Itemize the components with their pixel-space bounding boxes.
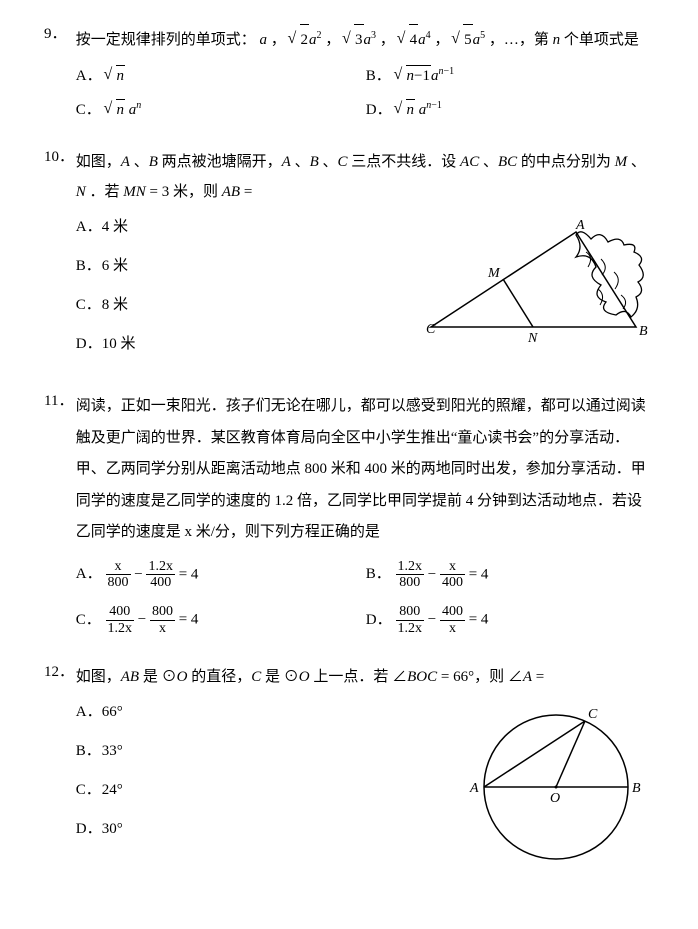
q9-opt-B: B． n−1an−1 (366, 65, 656, 87)
q12-row: A．66° B．33° C．24° D．30° A B C O (76, 702, 656, 867)
q9-stem-pre: 按一定规律排列的单项式： (76, 32, 256, 48)
q11-stem: 阅读，正如一束阳光．孩子们无论在哪儿，都可以感受到阳光的照耀，都可以通过阅读触及… (76, 391, 656, 549)
q11-D-lden: 1.2x (396, 621, 425, 636)
q11-D-rhs: = 4 (469, 612, 489, 628)
q12-opt-C-text: 24° (102, 782, 123, 798)
q9-number: 9． (44, 24, 72, 45)
q10-opt-D: D．10 米 (76, 334, 136, 355)
q10-opt-C: C．8 米 (76, 295, 136, 316)
q11-C-lnum: 400 (106, 604, 135, 620)
q11-body: 阅读，正如一束阳光．孩子们无论在哪儿，都可以感受到阳光的照耀，都可以通过阅读触及… (76, 391, 656, 644)
q11-opt-D: D． 8001.2x − 400x = 4 (366, 604, 656, 636)
q11-opt-A: A． x800 − 1.2x400 = 4 (76, 559, 366, 591)
q12-opt-C: C．24° (76, 780, 123, 801)
q11-C-rnum: 800 (150, 604, 175, 620)
question-11: 11． 阅读，正如一束阳光．孩子们无论在哪儿，都可以感受到阳光的照耀，都可以通过… (44, 391, 658, 644)
q11-D-lnum: 800 (396, 604, 425, 620)
svg-text:B: B (639, 324, 648, 339)
q9-opt-A: A． n (76, 65, 366, 87)
q12-opt-D-text: 30° (102, 821, 123, 837)
q9-body: 按一定规律排列的单项式： a ， 2a2 ， 3a3 ， 4a4 ， 5a5 ，… (76, 24, 656, 129)
q9-opt-C: C． n an (76, 99, 366, 121)
q11-A-rden: 400 (146, 575, 175, 590)
q11-opts-row1: A． x800 − 1.2x400 = 4 B． 1.2x800 − x400 … (76, 559, 656, 591)
q9-opts-row1: A． n B． n−1an−1 (76, 65, 656, 87)
svg-text:C: C (426, 322, 436, 337)
q11-B-rhs: = 4 (469, 566, 489, 582)
q10-opt-B-text: 6 米 (102, 258, 128, 274)
q11-C-lden: 1.2x (106, 621, 135, 636)
q11-opts-row2: C． 4001.2x − 800x = 4 D． 8001.2x − 400x … (76, 604, 656, 636)
svg-text:B: B (632, 781, 641, 796)
question-9: 9． 按一定规律排列的单项式： a ， 2a2 ， 3a3 ， 4a4 ， 5a… (44, 24, 658, 129)
q12-figure: A B C O (456, 702, 656, 867)
q10-opt-B: B．6 米 (76, 256, 136, 277)
svg-text:O: O (550, 791, 560, 806)
q12-opt-A: A．66° (76, 702, 123, 723)
q11-B-rden: 400 (440, 575, 465, 590)
q12-opt-B-text: 33° (102, 743, 123, 759)
q9-opt-D: D． n an−1 (366, 99, 656, 121)
q9-opts-row2: C． n an D． n an−1 (76, 99, 656, 121)
svg-text:C: C (588, 707, 598, 722)
q12-opt-D: D．30° (76, 819, 123, 840)
svg-text:A: A (575, 218, 585, 233)
q11-opt-B: B． 1.2x800 − x400 = 4 (366, 559, 656, 591)
q12-body: 如图，AB 是 ⊙O 的直径，C 是 ⊙O 上一点．若 ∠BOC = 66°，则… (76, 662, 656, 867)
q11-B-lden: 800 (396, 575, 425, 590)
q11-B-rnum: x (440, 559, 465, 575)
q10-body: 如图，A 、B 两点被池塘隔开，A 、B 、C 三点不共线．设 AC 、BC 的… (76, 147, 656, 373)
q12-opt-B: B．33° (76, 741, 123, 762)
q11-A-lden: 800 (106, 575, 131, 590)
q12-opt-A-text: 66° (102, 704, 123, 720)
q11-D-rden: x (440, 621, 465, 636)
q11-number: 11． (44, 391, 72, 412)
q10-stem: 如图，A 、B 两点被池塘隔开，A 、B 、C 三点不共线．设 AC 、BC 的… (76, 147, 656, 207)
q11-C-rden: x (150, 621, 175, 636)
svg-text:A: A (469, 781, 479, 796)
q12-stem: 如图，AB 是 ⊙O 的直径，C 是 ⊙O 上一点．若 ∠BOC = 66°，则… (76, 662, 656, 692)
q11-A-lnum: x (106, 559, 131, 575)
q9-stem: 按一定规律排列的单项式： a ， 2a2 ， 3a3 ， 4a4 ， 5a5 ，… (76, 24, 656, 55)
q10-figure: A B C M N (426, 217, 656, 357)
svg-text:M: M (487, 266, 501, 281)
svg-text:N: N (527, 331, 538, 346)
q10-row: A．4 米 B．6 米 C．8 米 D．10 米 A B C M N (76, 217, 656, 373)
q10-opt-A: A．4 米 (76, 217, 136, 238)
q10-opt-A-text: 4 米 (102, 219, 128, 235)
q10-opt-D-text: 10 米 (102, 336, 136, 352)
q10-opt-C-text: 8 米 (102, 297, 128, 313)
q11-B-lnum: 1.2x (396, 559, 425, 575)
q11-A-rnum: 1.2x (146, 559, 175, 575)
question-12: 12． 如图，AB 是 ⊙O 的直径，C 是 ⊙O 上一点．若 ∠BOC = 6… (44, 662, 658, 867)
question-10: 10． 如图，A 、B 两点被池塘隔开，A 、B 、C 三点不共线．设 AC 、… (44, 147, 658, 373)
q11-C-rhs: = 4 (179, 612, 199, 628)
q11-D-rnum: 400 (440, 604, 465, 620)
q11-opt-C: C． 4001.2x − 800x = 4 (76, 604, 366, 636)
q10-number: 10． (44, 147, 72, 168)
q10-options: A．4 米 B．6 米 C．8 米 D．10 米 (76, 217, 136, 373)
q12-options: A．66° B．33° C．24° D．30° (76, 702, 123, 858)
q12-number: 12． (44, 662, 72, 683)
q11-A-rhs: = 4 (179, 566, 199, 582)
